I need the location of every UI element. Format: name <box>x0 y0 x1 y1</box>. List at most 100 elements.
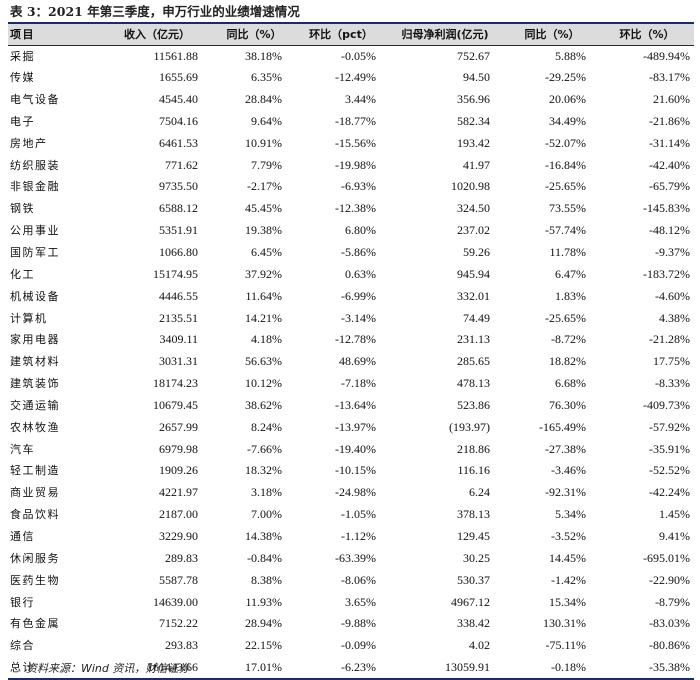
value-cell: 14639.00 <box>153 594 198 609</box>
value-cell: -52.07% <box>545 135 586 150</box>
value-cell: -24.98% <box>335 485 376 500</box>
value-cell: -6.93% <box>341 179 376 194</box>
value-cell: 45.45% <box>245 201 282 216</box>
value-cell: 285.65 <box>457 354 490 369</box>
header-cell: 项目 <box>8 24 102 46</box>
value-cell: -0.05% <box>341 48 376 63</box>
value-cell: 7504.16 <box>159 113 198 128</box>
value-cell: 3409.11 <box>159 332 198 347</box>
value-cell: 3.18% <box>251 485 282 500</box>
value-cell: 11.93% <box>245 594 282 609</box>
value-cell: 15174.95 <box>153 266 198 281</box>
value-cell: 11561.88 <box>153 48 198 63</box>
header-cell: 同比（%） <box>504 24 600 46</box>
value-cell: -9.88% <box>341 616 376 631</box>
table-row: 钢铁 6588.12 45.45% -12.38% 324.50 73.55% -145.8… <box>8 198 694 220</box>
value-cell: 293.83 <box>165 638 198 653</box>
value-cell: 28.94% <box>245 616 282 631</box>
value-cell: -12.78% <box>335 332 376 347</box>
table-title: 表 3：2021 年第三季度，申万行业的业绩增速情况 <box>10 4 300 19</box>
industry-name-cell: 建筑装饰 <box>10 377 60 391</box>
table-row: 建筑材料 3031.31 56.63% 48.69% 285.65 18.82% 17.75… <box>8 351 694 373</box>
value-cell: 116.16 <box>457 463 490 478</box>
value-cell: 161443.66 <box>102 656 212 680</box>
table-row: 电子 7504.16 9.64% -18.77% 582.34 34.49% -21.86% <box>8 111 694 133</box>
value-cell: 1.45% <box>659 507 690 522</box>
value-cell: -31.14% <box>649 135 690 150</box>
table-body: 采掘 11561.88 38.18% -0.05% 752.67 5.88% -489.94… <box>8 45 694 680</box>
value-cell: -83.03% <box>649 616 690 631</box>
value-cell: 9735.50 <box>159 179 198 194</box>
value-cell: 4.38% <box>659 310 690 325</box>
value-cell: -19.98% <box>335 157 376 172</box>
value-cell: 193.42 <box>457 135 490 150</box>
value-cell: 332.01 <box>457 288 490 303</box>
value-cell: -25.65% <box>545 179 586 194</box>
industry-name-cell: 非银金融 <box>10 180 60 194</box>
value-cell: 4.02 <box>469 638 490 653</box>
value-cell: 6.68% <box>555 376 586 391</box>
industry-name-cell: 机械设备 <box>10 289 60 303</box>
value-cell: 13059.91 <box>386 656 504 680</box>
value-cell: 1066.80 <box>159 245 198 260</box>
value-cell: -29.25% <box>545 70 586 85</box>
table-row: 房地产 6461.53 10.91% -15.56% 193.42 -52.07% -31.… <box>8 132 694 154</box>
header-cell: 归母净利润(亿元) <box>386 24 504 46</box>
value-cell: -19.40% <box>335 441 376 456</box>
table-row: 汽车 6979.98 -7.66% -19.40% 218.86 -27.38% -35.9… <box>8 438 694 460</box>
industry-name-cell: 计算机 <box>10 311 48 325</box>
table-row: 银行 14639.00 11.93% 3.65% 4967.12 15.34% -8.79% <box>8 591 694 613</box>
value-cell: 21.60% <box>653 92 690 107</box>
industry-name-cell: 轻工制造 <box>10 464 60 478</box>
table-row: 建筑装饰 18174.23 10.12% -7.18% 478.13 6.68% -8.33… <box>8 373 694 395</box>
value-cell: 38.62% <box>245 397 282 412</box>
value-cell: 582.34 <box>457 113 490 128</box>
value-cell: 1655.69 <box>159 70 198 85</box>
value-cell: -57.74% <box>545 223 586 238</box>
value-cell: 28.84% <box>245 92 282 107</box>
value-cell: 3.65% <box>345 594 376 609</box>
value-cell: 478.13 <box>457 376 490 391</box>
value-cell: 2657.99 <box>159 419 198 434</box>
industry-name-cell: 综合 <box>10 639 35 653</box>
industry-name-cell: 汽车 <box>10 442 35 456</box>
value-cell: 5587.78 <box>159 572 198 587</box>
value-cell: -48.12% <box>649 223 690 238</box>
value-cell: -6.99% <box>341 288 376 303</box>
value-cell: 752.67 <box>457 48 490 63</box>
value-cell: 237.02 <box>457 223 490 238</box>
table-row: 轻工制造 1909.26 18.32% -10.15% 116.16 -3.46% -52.… <box>8 460 694 482</box>
table-row: 化工 15174.95 37.92% 0.63% 945.94 6.47% -183.72% <box>8 263 694 285</box>
value-cell: 324.50 <box>457 201 490 216</box>
table-row: 有色金属 7152.22 28.94% -9.88% 338.42 130.31% -83.… <box>8 613 694 635</box>
industry-name-cell: 休闲服务 <box>10 551 60 565</box>
table-row: 非银金融 9735.50 -2.17% -6.93% 1020.98 -25.65% -65… <box>8 176 694 198</box>
value-cell: 6588.12 <box>159 201 198 216</box>
industry-name-cell: 国防军工 <box>10 246 60 260</box>
value-cell: 338.42 <box>457 616 490 631</box>
table-row: 商业贸易 4221.97 3.18% -24.98% 6.24 -92.31% -42.24… <box>8 482 694 504</box>
top-rule <box>8 22 694 24</box>
value-cell: 15.34% <box>549 594 586 609</box>
industry-name-cell: 家用电器 <box>10 333 60 347</box>
value-cell: 4221.97 <box>159 485 198 500</box>
header-cell: 环比（%） <box>600 24 694 46</box>
header-cell: 环比（pct） <box>296 24 386 46</box>
value-cell: -0.09% <box>341 638 376 653</box>
value-cell: 7.79% <box>251 157 282 172</box>
value-cell: 4446.55 <box>159 288 198 303</box>
value-cell: -0.84% <box>247 550 282 565</box>
value-cell: 18.32% <box>245 463 282 478</box>
industry-name-cell: 房地产 <box>10 136 48 150</box>
value-cell: 523.86 <box>457 397 490 412</box>
value-cell: 289.83 <box>165 550 198 565</box>
value-cell: 1909.26 <box>159 463 198 478</box>
value-cell: 218.86 <box>457 441 490 456</box>
table-row: 公用事业 5351.91 19.38% 6.80% 237.02 -57.74% -48.1… <box>8 220 694 242</box>
value-cell: 30.25 <box>463 550 490 565</box>
industry-name-cell: 商业贸易 <box>10 486 60 500</box>
table-header-row: 项目 收入（亿元） 同比（%） 环比（pct） 归母净利润(亿元) 同比（%） … <box>8 24 694 46</box>
value-cell: 6.80% <box>345 223 376 238</box>
value-cell: 76.30% <box>549 397 586 412</box>
value-cell: -10.15% <box>335 463 376 478</box>
